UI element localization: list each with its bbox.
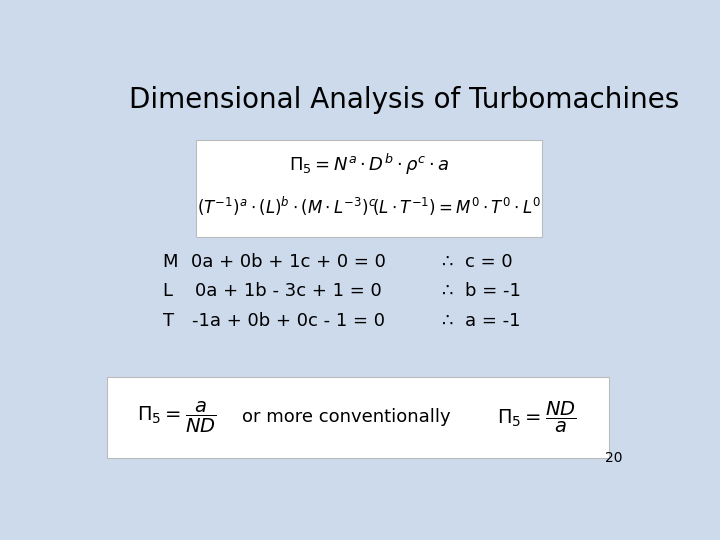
FancyBboxPatch shape xyxy=(196,140,542,238)
Text: Dimensional Analysis of Turbomachines: Dimensional Analysis of Turbomachines xyxy=(129,86,679,114)
Text: ∴  c = 0: ∴ c = 0 xyxy=(441,253,512,271)
FancyBboxPatch shape xyxy=(107,377,609,458)
Text: T: T xyxy=(163,312,174,329)
Text: ∴  a = -1: ∴ a = -1 xyxy=(441,312,520,329)
Text: 20: 20 xyxy=(606,451,623,465)
Text: $\Pi_5 = N^a \cdot D^b \cdot \rho^c \cdot a$: $\Pi_5 = N^a \cdot D^b \cdot \rho^c \cdo… xyxy=(289,152,449,177)
Text: 0a + 1b - 3c + 1 = 0: 0a + 1b - 3c + 1 = 0 xyxy=(194,282,382,300)
Text: 0a + 0b + 1c + 0 = 0: 0a + 0b + 1c + 0 = 0 xyxy=(191,253,385,271)
Text: -1a + 0b + 0c - 1 = 0: -1a + 0b + 0c - 1 = 0 xyxy=(192,312,384,329)
Text: ∴  b = -1: ∴ b = -1 xyxy=(441,282,521,300)
Text: $\left(T^{-1}\right)^a \cdot \left(L\right)^b \cdot \left(M \cdot L^{-3}\right)^: $\left(T^{-1}\right)^a \cdot \left(L\rig… xyxy=(197,194,541,218)
Text: $\Pi_5 = \dfrac{ND}{a}$: $\Pi_5 = \dfrac{ND}{a}$ xyxy=(497,400,576,435)
Text: L: L xyxy=(163,282,173,300)
Text: or more conventionally: or more conventionally xyxy=(243,408,451,427)
Text: M: M xyxy=(163,253,178,271)
Text: $\Pi_5 = \dfrac{a}{ND}$: $\Pi_5 = \dfrac{a}{ND}$ xyxy=(137,400,216,435)
